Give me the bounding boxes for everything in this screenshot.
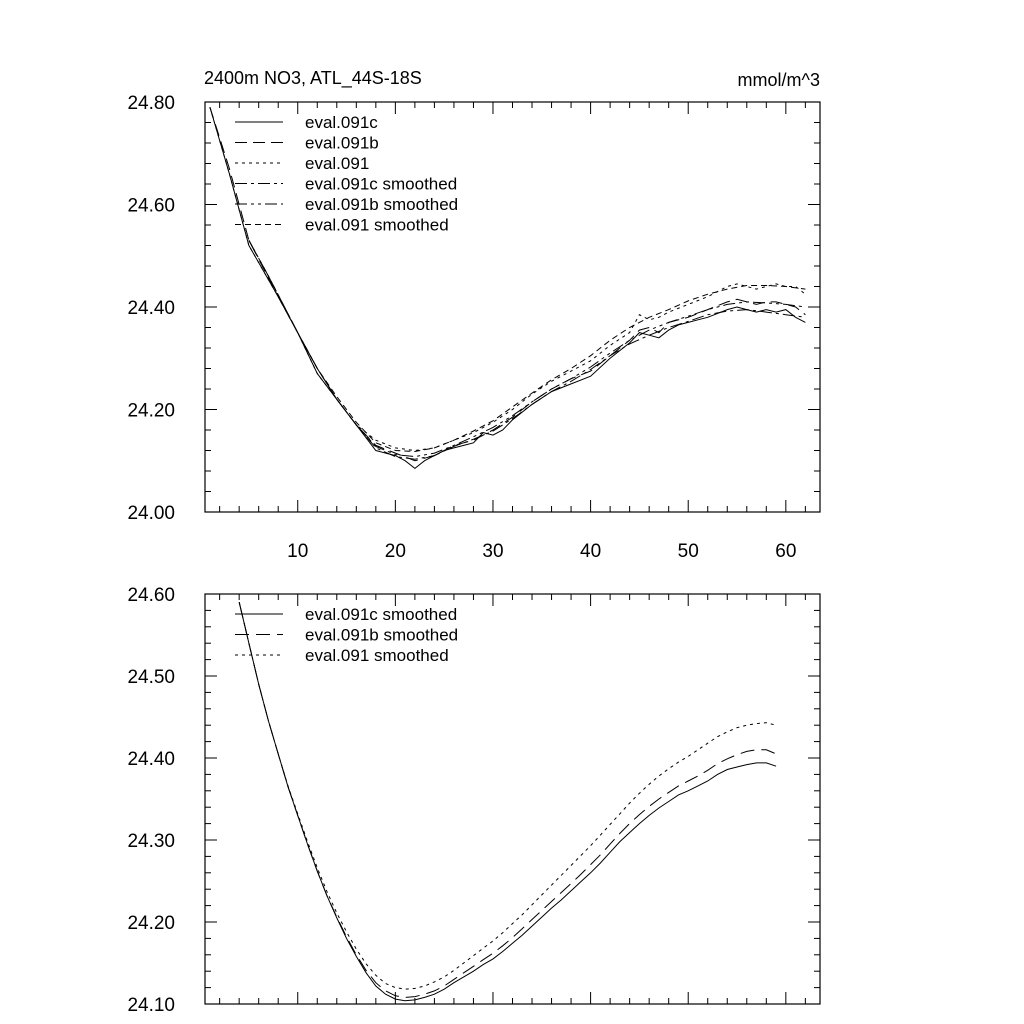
bottom-plot-series-line <box>238 602 777 998</box>
top-plot-series-line <box>209 106 806 462</box>
bottom-plot-legend-label: eval.091 smoothed <box>305 646 449 665</box>
bottom-plot-y-tick-label: 24.60 <box>127 585 175 606</box>
top-plot-title: 2400m NO3, ATL_44S-18S <box>204 68 422 89</box>
bottom-plot-series-line <box>238 602 777 990</box>
top-plot-series-line <box>209 106 806 452</box>
bottom-plot-series <box>238 602 777 1002</box>
bottom-plot-legend: eval.091c smoothed eval.091b smoothedeval… <box>235 605 458 665</box>
top-plot-y-tick-label: 24.00 <box>127 503 175 524</box>
top-plot-x-tick-label: 60 <box>775 541 796 562</box>
top-plot-x-tick-label: 50 <box>678 541 699 562</box>
top-plot-y-tick-label: 24.20 <box>127 401 175 422</box>
top-plot-axes: 10 20 30 40 50 60 24.00 24.20 24.40 24.60 24.80 <box>127 93 820 562</box>
bottom-plot-y-tick-label: 24.40 <box>127 749 175 770</box>
top-plot-series-line <box>248 240 806 460</box>
bottom-plot-series-line <box>238 602 777 1002</box>
top-plot-series-line <box>248 240 806 458</box>
top-plot-legend-label: eval.091b <box>305 134 379 153</box>
top-plot-legend-label: eval.091 <box>305 154 369 173</box>
top-plot-units: mmol/m^3 <box>738 70 820 90</box>
top-plot-legend-label: eval.091c <box>305 113 378 132</box>
top-plot-series-line <box>248 240 806 453</box>
top-plot-frame <box>204 101 821 513</box>
bottom-plot: 24.10 24.20 24.30 24.40 24.50 24.60 eval.091c… <box>127 585 821 1016</box>
top-plot-x-tick-label: 40 <box>580 541 601 562</box>
top-plot-y-tick-label: 24.40 <box>127 298 175 319</box>
top-plot-series <box>209 106 806 470</box>
bottom-plot-y-tick-label: 24.10 <box>127 995 175 1016</box>
bottom-plot-legend-label: eval.091c smoothed <box>305 605 457 624</box>
top-plot-x-tick-label: 30 <box>482 541 503 562</box>
top-plot-legend-label: eval.091b smoothed <box>305 195 458 214</box>
top-plot-x-tick-label: 20 <box>385 541 406 562</box>
top-plot-x-tick-label: 10 <box>287 541 308 562</box>
top-plot-legend-label: eval.091c smoothed <box>305 175 457 194</box>
top-plot-legend-label: eval.091 smoothed <box>305 216 449 235</box>
top-plot-y-tick-label: 24.60 <box>127 196 175 217</box>
bottom-plot-y-tick-label: 24.30 <box>127 831 175 852</box>
top-plot-series-line <box>209 106 806 470</box>
bottom-plot-y-tick-label: 24.50 <box>127 667 175 688</box>
bottom-plot-frame <box>204 593 821 1005</box>
top-plot-y-tick-label: 24.80 <box>127 93 175 114</box>
top-plot: 2400m NO3, ATL_44S-18S mmol/m^3 10 20 30 40… <box>127 68 821 562</box>
bottom-plot-legend-label: eval.091b smoothed <box>305 626 458 645</box>
bottom-plot-axes: 24.10 24.20 24.30 24.40 24.50 24.60 <box>127 585 820 1016</box>
bottom-plot-y-tick-label: 24.20 <box>127 913 175 934</box>
